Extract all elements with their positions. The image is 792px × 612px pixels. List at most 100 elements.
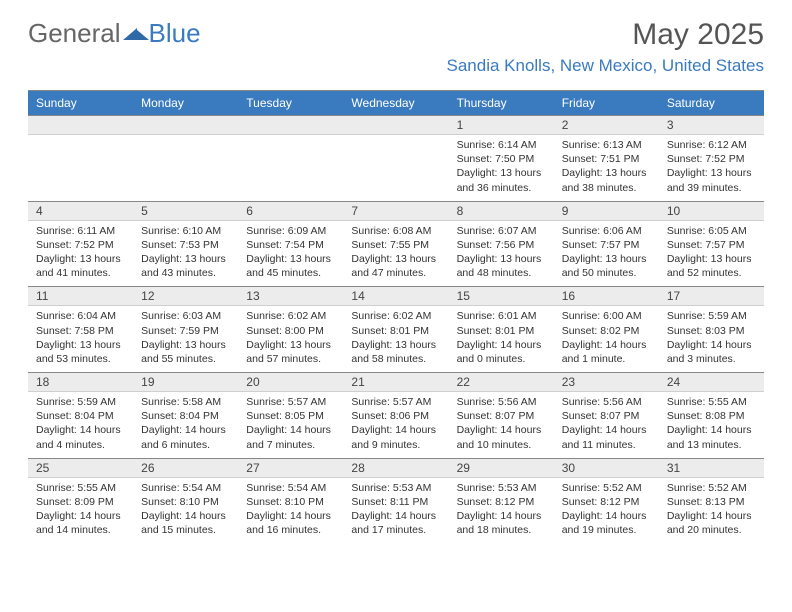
- day2-text: and 16 minutes.: [246, 523, 335, 537]
- sunset-text: Sunset: 8:13 PM: [667, 495, 756, 509]
- day2-text: and 10 minutes.: [457, 438, 546, 452]
- sunrise-text: Sunrise: 5:59 AM: [667, 309, 756, 323]
- day-cell: Sunrise: 6:07 AMSunset: 7:56 PMDaylight:…: [449, 221, 554, 287]
- day1-text: Daylight: 13 hours: [667, 252, 756, 266]
- sunset-text: Sunset: 8:01 PM: [351, 324, 440, 338]
- day-cell: Sunrise: 5:54 AMSunset: 8:10 PMDaylight:…: [238, 478, 343, 544]
- day-number: [133, 115, 238, 135]
- day-number: 29: [449, 458, 554, 478]
- day-number-row: 18192021222324: [28, 372, 764, 392]
- day-cell: Sunrise: 5:59 AMSunset: 8:03 PMDaylight:…: [659, 306, 764, 372]
- sunset-text: Sunset: 8:07 PM: [457, 409, 546, 423]
- sunrise-text: Sunrise: 6:01 AM: [457, 309, 546, 323]
- day-cell: Sunrise: 6:11 AMSunset: 7:52 PMDaylight:…: [28, 221, 133, 287]
- day-number: 9: [554, 201, 659, 221]
- day-cell: Sunrise: 6:01 AMSunset: 8:01 PMDaylight:…: [449, 306, 554, 372]
- sunrise-text: Sunrise: 6:03 AM: [141, 309, 230, 323]
- day2-text: and 43 minutes.: [141, 266, 230, 280]
- day2-text: and 6 minutes.: [141, 438, 230, 452]
- sunset-text: Sunset: 8:09 PM: [36, 495, 125, 509]
- day1-text: Daylight: 14 hours: [562, 423, 651, 437]
- sunrise-text: Sunrise: 6:04 AM: [36, 309, 125, 323]
- day2-text: and 19 minutes.: [562, 523, 651, 537]
- sunrise-text: Sunrise: 5:53 AM: [351, 481, 440, 495]
- day2-text: and 0 minutes.: [457, 352, 546, 366]
- day-number: 2: [554, 115, 659, 135]
- sunset-text: Sunset: 7:52 PM: [36, 238, 125, 252]
- sunrise-text: Sunrise: 5:52 AM: [562, 481, 651, 495]
- day-cell: [133, 135, 238, 201]
- day-cell: Sunrise: 6:06 AMSunset: 7:57 PMDaylight:…: [554, 221, 659, 287]
- day1-text: Daylight: 13 hours: [246, 338, 335, 352]
- sunrise-text: Sunrise: 6:02 AM: [246, 309, 335, 323]
- sunset-text: Sunset: 8:08 PM: [667, 409, 756, 423]
- location-subtitle: Sandia Knolls, New Mexico, United States: [447, 56, 765, 76]
- brand-word-2: Blue: [149, 18, 201, 49]
- sunset-text: Sunset: 8:10 PM: [246, 495, 335, 509]
- day-cell: Sunrise: 5:59 AMSunset: 8:04 PMDaylight:…: [28, 392, 133, 458]
- day1-text: Daylight: 14 hours: [667, 338, 756, 352]
- day-cell: Sunrise: 5:56 AMSunset: 8:07 PMDaylight:…: [449, 392, 554, 458]
- weekday-label: Saturday: [659, 91, 764, 115]
- sunrise-text: Sunrise: 5:59 AM: [36, 395, 125, 409]
- day1-text: Daylight: 13 hours: [246, 252, 335, 266]
- day1-text: Daylight: 13 hours: [457, 252, 546, 266]
- day-number: 19: [133, 372, 238, 392]
- sunrise-text: Sunrise: 6:13 AM: [562, 138, 651, 152]
- day-detail-row: Sunrise: 6:04 AMSunset: 7:58 PMDaylight:…: [28, 306, 764, 372]
- day2-text: and 9 minutes.: [351, 438, 440, 452]
- day-cell: Sunrise: 6:03 AMSunset: 7:59 PMDaylight:…: [133, 306, 238, 372]
- day-cell: Sunrise: 6:13 AMSunset: 7:51 PMDaylight:…: [554, 135, 659, 201]
- day1-text: Daylight: 14 hours: [246, 423, 335, 437]
- sunrise-text: Sunrise: 6:05 AM: [667, 224, 756, 238]
- sunset-text: Sunset: 7:52 PM: [667, 152, 756, 166]
- sunset-text: Sunset: 8:04 PM: [141, 409, 230, 423]
- day-number: 16: [554, 286, 659, 306]
- sunset-text: Sunset: 7:50 PM: [457, 152, 546, 166]
- day1-text: Daylight: 13 hours: [36, 338, 125, 352]
- day1-text: Daylight: 14 hours: [562, 509, 651, 523]
- sunrise-text: Sunrise: 5:58 AM: [141, 395, 230, 409]
- day1-text: Daylight: 13 hours: [457, 166, 546, 180]
- page-title: May 2025: [447, 18, 765, 52]
- day-number: 22: [449, 372, 554, 392]
- day-number: 20: [238, 372, 343, 392]
- day-number: 30: [554, 458, 659, 478]
- brand-logo: General Blue: [28, 18, 201, 49]
- day-number: 11: [28, 286, 133, 306]
- day-number: 6: [238, 201, 343, 221]
- day2-text: and 48 minutes.: [457, 266, 546, 280]
- day-cell: [343, 135, 448, 201]
- sunrise-text: Sunrise: 5:55 AM: [667, 395, 756, 409]
- header: General Blue May 2025 Sandia Knolls, New…: [0, 0, 792, 80]
- sunset-text: Sunset: 7:55 PM: [351, 238, 440, 252]
- sunset-text: Sunset: 7:51 PM: [562, 152, 651, 166]
- day-cell: Sunrise: 5:53 AMSunset: 8:11 PMDaylight:…: [343, 478, 448, 544]
- day-number: 24: [659, 372, 764, 392]
- sunset-text: Sunset: 8:02 PM: [562, 324, 651, 338]
- sunrise-text: Sunrise: 5:53 AM: [457, 481, 546, 495]
- day1-text: Daylight: 14 hours: [36, 423, 125, 437]
- weekday-label: Sunday: [28, 91, 133, 115]
- day2-text: and 39 minutes.: [667, 181, 756, 195]
- day2-text: and 41 minutes.: [36, 266, 125, 280]
- sunrise-text: Sunrise: 5:55 AM: [36, 481, 125, 495]
- sunset-text: Sunset: 7:58 PM: [36, 324, 125, 338]
- day1-text: Daylight: 13 hours: [667, 166, 756, 180]
- day-cell: Sunrise: 6:02 AMSunset: 8:00 PMDaylight:…: [238, 306, 343, 372]
- day-cell: Sunrise: 5:56 AMSunset: 8:07 PMDaylight:…: [554, 392, 659, 458]
- day-cell: Sunrise: 5:52 AMSunset: 8:12 PMDaylight:…: [554, 478, 659, 544]
- day-number-row: 25262728293031: [28, 458, 764, 478]
- day-number: 14: [343, 286, 448, 306]
- sunset-text: Sunset: 8:01 PM: [457, 324, 546, 338]
- sunset-text: Sunset: 8:05 PM: [246, 409, 335, 423]
- brand-word-1: General: [28, 18, 121, 49]
- sunrise-text: Sunrise: 6:10 AM: [141, 224, 230, 238]
- day-number-row: 11121314151617: [28, 286, 764, 306]
- sunrise-text: Sunrise: 5:54 AM: [141, 481, 230, 495]
- day-cell: [28, 135, 133, 201]
- day1-text: Daylight: 13 hours: [562, 252, 651, 266]
- day-cell: Sunrise: 5:55 AMSunset: 8:09 PMDaylight:…: [28, 478, 133, 544]
- weekday-label: Monday: [133, 91, 238, 115]
- sunrise-text: Sunrise: 5:56 AM: [562, 395, 651, 409]
